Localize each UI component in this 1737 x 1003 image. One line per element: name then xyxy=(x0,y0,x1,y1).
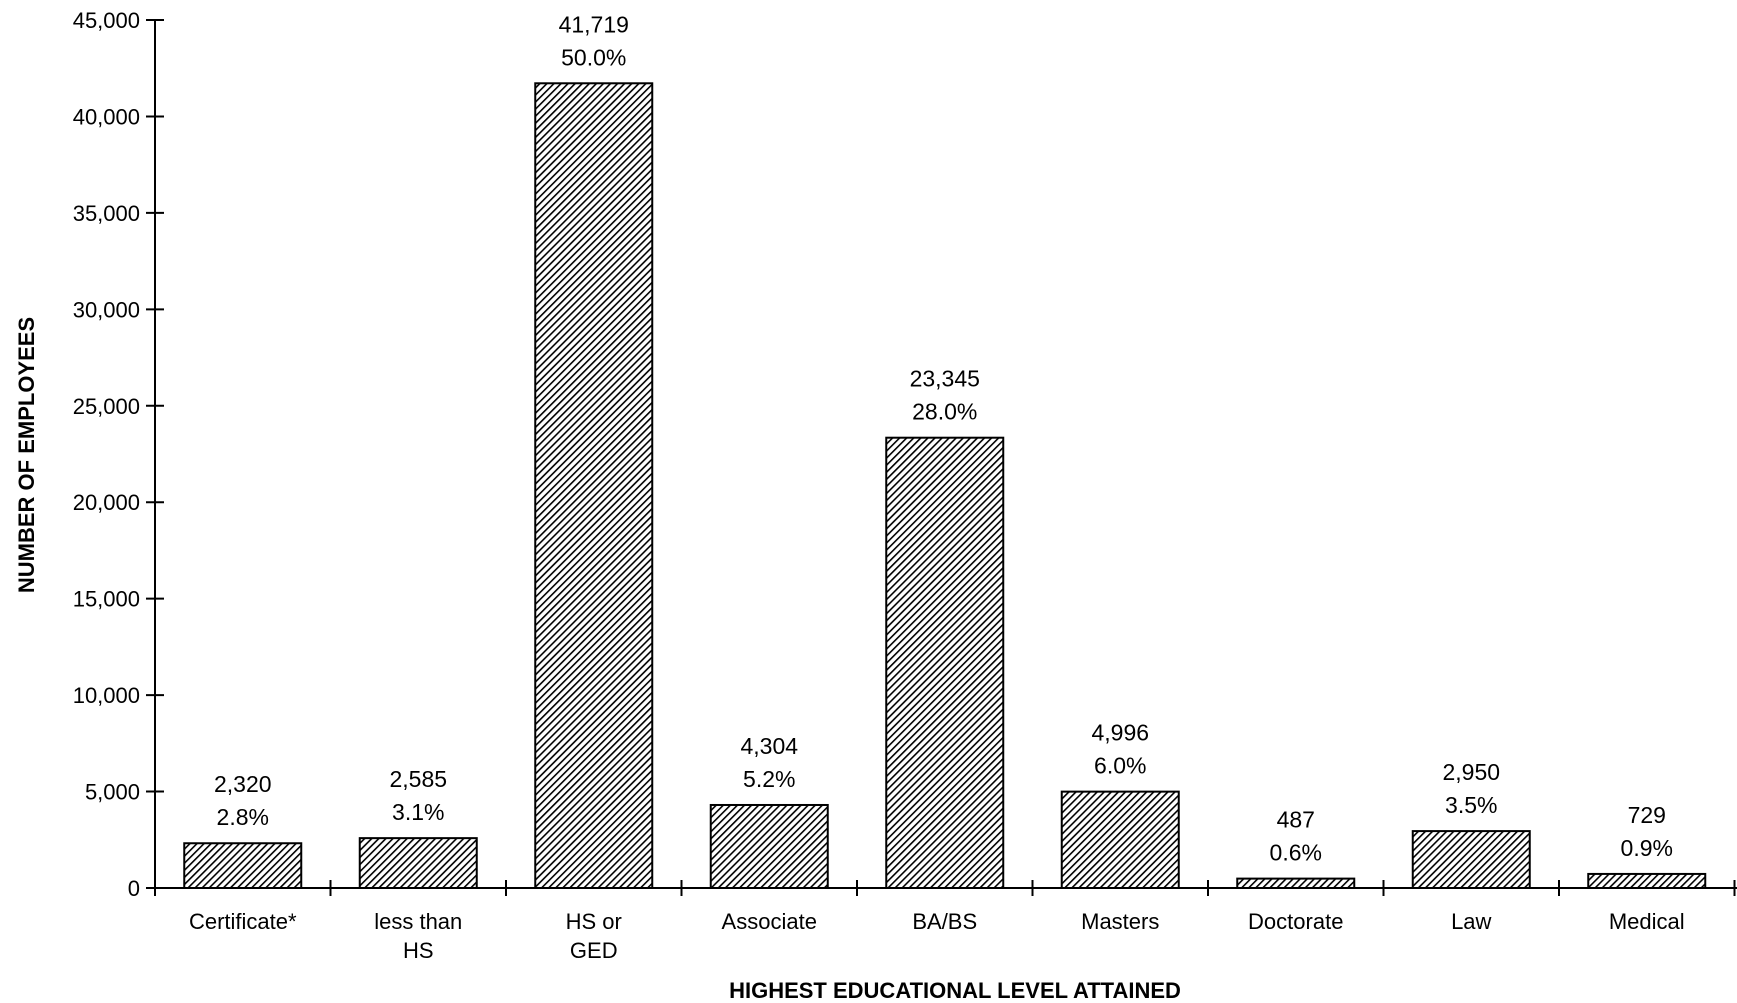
bar xyxy=(183,842,303,889)
bar xyxy=(358,837,478,890)
bar xyxy=(1411,830,1531,889)
x-tick-label: Medical xyxy=(1609,909,1685,934)
x-tick-label: Doctorate xyxy=(1248,909,1343,934)
data-label-percent: 5.2% xyxy=(743,766,795,792)
x-tick-label: GED xyxy=(570,938,618,963)
x-tick-label: BA/BS xyxy=(912,909,977,934)
data-label-value: 2,950 xyxy=(1442,759,1500,785)
data-label-percent: 28.0% xyxy=(912,399,977,425)
data-label-value: 4,304 xyxy=(740,733,798,759)
x-tick-label: HS xyxy=(403,938,434,963)
data-label-value: 487 xyxy=(1277,807,1315,833)
y-axis-title: NUMBER OF EMPLOYEES xyxy=(14,317,39,593)
y-tick-label: 25,000 xyxy=(73,394,140,419)
data-label-percent: 0.9% xyxy=(1621,835,1673,861)
y-tick-label: 35,000 xyxy=(73,201,140,226)
x-tick-label: Certificate* xyxy=(189,909,297,934)
data-label-percent: 2.8% xyxy=(217,804,269,830)
data-label-percent: 50.0% xyxy=(561,44,626,70)
y-tick-label: 30,000 xyxy=(73,297,140,322)
data-label-value: 4,996 xyxy=(1091,720,1149,746)
y-tick-label: 5,000 xyxy=(85,780,140,805)
y-tick-label: 15,000 xyxy=(73,587,140,612)
data-label-percent: 6.0% xyxy=(1094,753,1146,779)
x-tick-label: HS or xyxy=(566,909,622,934)
bar xyxy=(709,803,829,890)
data-label-percent: 3.1% xyxy=(392,799,444,825)
bar xyxy=(534,82,654,889)
y-tick-label: 20,000 xyxy=(73,490,140,515)
y-tick-label: 0 xyxy=(128,876,140,901)
data-label-value: 729 xyxy=(1628,802,1666,828)
x-axis-title: HIGHEST EDUCATIONAL LEVEL ATTAINED xyxy=(729,978,1181,1003)
bar xyxy=(885,436,1005,889)
data-label-value: 2,585 xyxy=(389,766,447,792)
y-tick-label: 45,000 xyxy=(73,8,140,33)
x-tick-label: Associate xyxy=(722,909,817,934)
bar xyxy=(1587,872,1707,890)
plot-area: 0 5,000 10,000 15,000 20,000 25,000 30,000 35,0… xyxy=(73,8,1737,963)
x-tick-label: Law xyxy=(1451,909,1491,934)
y-tick-label: 10,000 xyxy=(73,683,140,708)
data-label-value: 23,345 xyxy=(910,366,980,392)
data-label-value: 41,719 xyxy=(559,11,629,37)
bar xyxy=(1236,877,1356,890)
data-label-value: 2,320 xyxy=(214,771,272,797)
x-tick-label: Masters xyxy=(1081,909,1159,934)
data-label-percent: 0.6% xyxy=(1270,840,1322,866)
data-label-percent: 3.5% xyxy=(1445,792,1497,818)
bar xyxy=(1060,790,1180,889)
x-tick-label: less than xyxy=(374,909,462,934)
y-tick-label: 40,000 xyxy=(73,104,140,129)
